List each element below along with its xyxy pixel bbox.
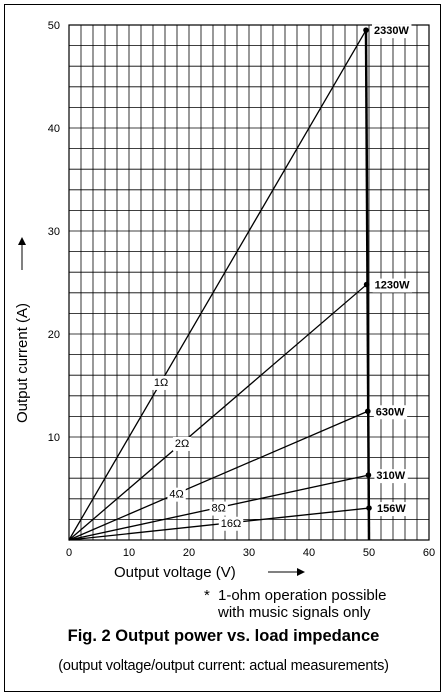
power-label: 310W — [376, 470, 405, 482]
power-label: 2330W — [374, 25, 409, 37]
series-line — [68, 29, 367, 541]
grid — [68, 24, 430, 541]
series-end-marker — [365, 408, 371, 415]
plot-border — [68, 24, 430, 541]
series-line — [68, 410, 369, 541]
figure-caption-title: Fig. 2 Output power vs. load impedance — [67, 627, 380, 645]
series-label: 16Ω — [221, 518, 241, 530]
series-line — [68, 284, 368, 541]
figure-frame — [4, 4, 441, 692]
y-tick-label: 40 — [48, 123, 60, 135]
x-tick-label: 20 — [183, 547, 195, 559]
footnote: * 1-ohm operation possible with music si… — [204, 587, 387, 621]
series-label-bg — [167, 487, 186, 502]
series-label: 8Ω — [212, 503, 226, 515]
power-label-bg — [374, 469, 408, 484]
y-axis-arrowhead — [18, 237, 26, 245]
series-end-marker — [366, 505, 372, 511]
series-label-bg — [218, 516, 244, 531]
x-tick-label: 0 — [66, 547, 72, 559]
series-label: 1Ω — [154, 377, 168, 389]
x-tick-label: 50 — [363, 547, 375, 559]
series-label-bg — [209, 501, 228, 516]
y-tick-label: 30 — [48, 226, 60, 238]
power-label: 630W — [376, 406, 405, 418]
x-tick-label: 10 — [123, 547, 135, 559]
x-tick-label: 40 — [303, 547, 315, 559]
series-label: 2Ω — [175, 438, 189, 450]
series-label-bg — [172, 436, 192, 451]
footnote-line-1: 1-ohm operation possible — [218, 587, 387, 604]
series-label-bg — [151, 375, 171, 390]
y-tick-label: 20 — [48, 329, 60, 341]
footnote-marker: * — [204, 587, 210, 604]
figure-caption-subtitle: (output voltage/output current: actual m… — [58, 658, 389, 674]
y-tick-label: 10 — [48, 432, 60, 444]
footnote-line-2: with music signals only — [218, 604, 371, 621]
power-label-bg — [373, 405, 408, 420]
y-axis-label: Output current (A) — [14, 303, 31, 423]
x-axis-arrowhead — [297, 568, 305, 576]
x-tick-label: 30 — [243, 547, 255, 559]
power-label-bg — [372, 24, 412, 39]
power-label: 156W — [377, 503, 406, 515]
series-label: 4Ω — [169, 489, 183, 501]
x-axis-label: Output voltage (V) — [114, 564, 236, 581]
series-end-marker — [363, 281, 370, 288]
y-tick-label: 50 — [48, 20, 60, 32]
x-tick-label: 60 — [423, 547, 435, 559]
series-end-marker — [363, 27, 369, 33]
power-label-bg — [375, 502, 409, 517]
power-label-bg — [372, 278, 413, 293]
series-end-marker — [365, 472, 372, 478]
power-label: 1230W — [375, 280, 410, 292]
